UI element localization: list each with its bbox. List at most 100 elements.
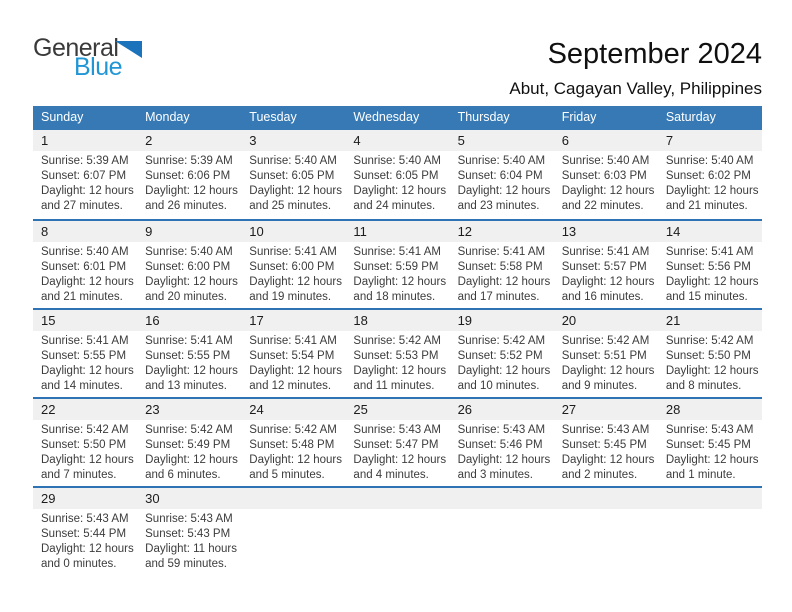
daylight-line-1: Daylight: 12 hours bbox=[457, 454, 551, 466]
logo-triangle-icon bbox=[115, 41, 143, 58]
day-cell: Sunrise: 5:42 AM Sunset: 5:50 PM Daylight:… bbox=[658, 331, 762, 394]
daylight-line-2: and 12 minutes. bbox=[249, 380, 332, 392]
day-number: 15 bbox=[41, 313, 56, 328]
day-number: 2 bbox=[145, 133, 153, 148]
title-block: September 2024 Abut, Cagayan Valley, Phi… bbox=[509, 36, 762, 99]
daylight-line-1: Daylight: 12 hours bbox=[457, 276, 551, 288]
sunset-line: Sunset: 5:54 PM bbox=[249, 350, 335, 362]
day-header-friday: Friday bbox=[561, 110, 597, 124]
day-cell: Sunrise: 5:41 AM Sunset: 5:56 PM Daylight:… bbox=[658, 242, 762, 305]
daylight-line-1: Daylight: 12 hours bbox=[561, 454, 655, 466]
daylight-line-1: Daylight: 12 hours bbox=[145, 454, 238, 466]
day-number: 26 bbox=[457, 402, 473, 417]
day-number: 10 bbox=[249, 224, 264, 239]
day-number: 17 bbox=[249, 313, 264, 328]
sunrise-line: Sunrise: 5:41 AM bbox=[249, 246, 337, 258]
day-number: 6 bbox=[561, 133, 569, 148]
sunset-line: Sunset: 6:05 PM bbox=[249, 170, 335, 182]
daylight-line-2: and 0 minutes. bbox=[41, 558, 117, 570]
day-number: 8 bbox=[41, 224, 49, 239]
daylight-line-1: Daylight: 12 hours bbox=[249, 276, 342, 288]
day-number: 22 bbox=[41, 402, 56, 417]
day-number: 16 bbox=[145, 313, 160, 328]
sunrise-line: Sunrise: 5:42 AM bbox=[665, 335, 754, 347]
day-cell: Sunrise: 5:42 AM Sunset: 5:51 PM Daylight:… bbox=[554, 331, 658, 394]
sunset-line: Sunset: 5:46 PM bbox=[457, 439, 543, 451]
day-detail-row: Sunrise: 5:39 AM Sunset: 6:07 PM Daylight:… bbox=[33, 151, 762, 214]
sunrise-line: Sunrise: 5:42 AM bbox=[41, 424, 129, 436]
day-cell: Sunrise: 5:42 AM Sunset: 5:49 PM Daylight:… bbox=[137, 420, 241, 483]
calendar: Sunday Monday Tuesday Wednesday Thursday Frid… bbox=[33, 106, 762, 575]
day-number: 25 bbox=[353, 402, 368, 417]
daylight-line-2: and 10 minutes. bbox=[457, 380, 540, 392]
day-number-band: 8 9 10 11 12 13 14 bbox=[33, 221, 762, 242]
sunrise-line: Sunrise: 5:39 AM bbox=[145, 155, 233, 167]
day-number: 11 bbox=[353, 224, 367, 239]
day-number: 13 bbox=[561, 224, 577, 239]
daylight-line-2: and 1 minute. bbox=[665, 469, 736, 481]
daylight-line-2: and 25 minutes. bbox=[249, 200, 332, 212]
sunrise-line: Sunrise: 5:41 AM bbox=[457, 246, 546, 258]
sunset-line: Sunset: 6:04 PM bbox=[457, 170, 543, 182]
day-cell: Sunrise: 5:39 AM Sunset: 6:06 PM Daylight:… bbox=[137, 151, 241, 214]
daylight-line-1: Daylight: 12 hours bbox=[561, 365, 655, 377]
sunrise-line: Sunrise: 5:40 AM bbox=[561, 155, 650, 167]
sunrise-line: Sunrise: 5:42 AM bbox=[145, 424, 233, 436]
day-cell: Sunrise: 5:43 AM Sunset: 5:44 PM Daylight:… bbox=[33, 509, 137, 572]
sunset-line: Sunset: 6:06 PM bbox=[145, 170, 231, 182]
day-cell: Sunrise: 5:40 AM Sunset: 6:03 PM Daylight:… bbox=[554, 151, 658, 214]
daylight-line-2: and 4 minutes. bbox=[353, 469, 429, 481]
daylight-line-1: Daylight: 12 hours bbox=[457, 365, 551, 377]
day-number: 1 bbox=[41, 133, 49, 148]
day-cell: Sunrise: 5:43 AM Sunset: 5:46 PM Daylight:… bbox=[450, 420, 554, 483]
sunrise-line: Sunrise: 5:43 AM bbox=[41, 513, 129, 525]
day-cell: Sunrise: 5:40 AM Sunset: 6:02 PM Daylight:… bbox=[658, 151, 762, 214]
daylight-line-2: and 20 minutes. bbox=[145, 291, 227, 303]
sunset-line: Sunset: 6:03 PM bbox=[561, 170, 647, 182]
page-header: General Blue September 2024 Abut, Cagaya… bbox=[0, 0, 792, 99]
week-row: 15 16 17 18 19 20 21 Sunrise: 5:41 AM Sunset: 5:… bbox=[33, 308, 762, 397]
day-cell: Sunrise: 5:42 AM Sunset: 5:48 PM Daylight:… bbox=[241, 420, 345, 483]
sunset-line: Sunset: 6:05 PM bbox=[353, 170, 439, 182]
day-number: 23 bbox=[145, 402, 160, 417]
daylight-line-1: Daylight: 12 hours bbox=[353, 276, 447, 288]
daylight-line-1: Daylight: 12 hours bbox=[41, 276, 134, 288]
logo-text-blue: Blue bbox=[74, 53, 123, 81]
daylight-line-1: Daylight: 12 hours bbox=[249, 185, 342, 197]
day-cell: Sunrise: 5:43 AM Sunset: 5:45 PM Daylight:… bbox=[658, 420, 762, 483]
day-number: 28 bbox=[665, 402, 681, 417]
day-cell: Sunrise: 5:40 AM Sunset: 6:04 PM Daylight:… bbox=[450, 151, 554, 214]
day-number: 19 bbox=[457, 313, 473, 328]
day-number-band: 29 30 bbox=[33, 488, 762, 509]
sunset-line: Sunset: 5:45 PM bbox=[561, 439, 647, 451]
day-cell: Sunrise: 5:40 AM Sunset: 6:01 PM Daylight:… bbox=[33, 242, 137, 305]
sunrise-line: Sunrise: 5:42 AM bbox=[457, 335, 546, 347]
daylight-line-2: and 2 minutes. bbox=[561, 469, 638, 481]
day-cell: Sunrise: 5:43 AM Sunset: 5:43 PM Daylight:… bbox=[137, 509, 241, 572]
sunrise-line: Sunrise: 5:41 AM bbox=[353, 246, 441, 258]
day-cell: Sunrise: 5:39 AM Sunset: 6:07 PM Daylight:… bbox=[33, 151, 137, 214]
sunrise-line: Sunrise: 5:40 AM bbox=[353, 155, 441, 167]
day-number: 29 bbox=[41, 491, 56, 506]
week-row: 22 23 24 25 26 27 28 Sunrise: 5:42 AM Sunset: 5:… bbox=[33, 397, 762, 486]
sunset-line: Sunset: 5:55 PM bbox=[41, 350, 127, 362]
sunset-line: Sunset: 5:55 PM bbox=[145, 350, 231, 362]
day-cell: Sunrise: 5:41 AM Sunset: 6:00 PM Daylight:… bbox=[241, 242, 345, 305]
daylight-line-1: Daylight: 12 hours bbox=[41, 454, 134, 466]
sunset-line: Sunset: 5:52 PM bbox=[457, 350, 543, 362]
daylight-line-1: Daylight: 12 hours bbox=[561, 276, 655, 288]
sunrise-line: Sunrise: 5:43 AM bbox=[353, 424, 441, 436]
daylight-line-2: and 26 minutes. bbox=[145, 200, 227, 212]
day-cell: Sunrise: 5:40 AM Sunset: 6:05 PM Daylight:… bbox=[241, 151, 345, 214]
daylight-line-1: Daylight: 12 hours bbox=[41, 185, 134, 197]
day-number-band: 1 2 3 4 5 6 7 bbox=[33, 130, 762, 151]
day-header-thursday: Thursday bbox=[457, 110, 510, 124]
daylight-line-1: Daylight: 12 hours bbox=[145, 365, 238, 377]
day-detail-row: Sunrise: 5:42 AM Sunset: 5:50 PM Daylight:… bbox=[33, 420, 762, 483]
day-header-wednesday: Wednesday bbox=[353, 110, 420, 124]
empty-day-cell bbox=[658, 509, 762, 572]
sunrise-line: Sunrise: 5:40 AM bbox=[145, 246, 233, 258]
week-row: 1 2 3 4 5 6 7 Sunrise: 5:39 AM Sunset: 6:07 PM Da… bbox=[33, 130, 762, 219]
daylight-line-1: Daylight: 12 hours bbox=[665, 365, 759, 377]
